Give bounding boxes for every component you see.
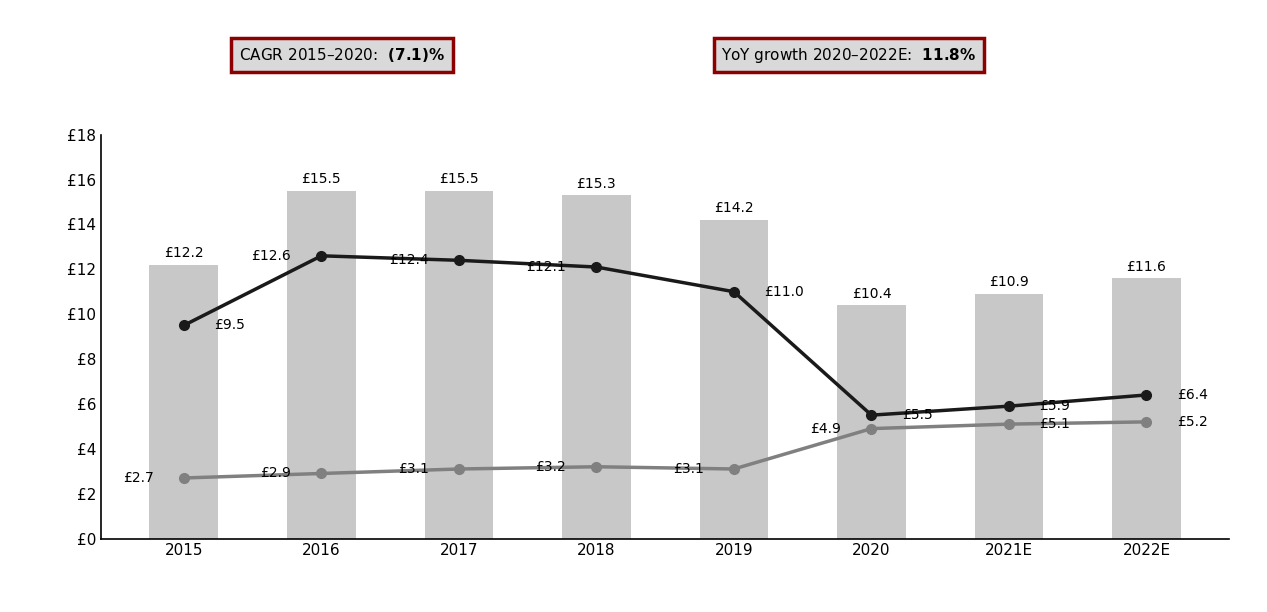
Text: £15.5: £15.5 xyxy=(440,172,479,186)
Text: £5.2: £5.2 xyxy=(1177,415,1207,429)
Text: £3.2: £3.2 xyxy=(536,460,566,474)
Text: £2.9: £2.9 xyxy=(260,466,291,480)
Text: £2.7: £2.7 xyxy=(123,471,153,485)
Bar xyxy=(837,305,906,539)
Text: £5.5: £5.5 xyxy=(902,408,933,422)
Text: £6.4: £6.4 xyxy=(1177,388,1207,402)
Text: £9.5: £9.5 xyxy=(214,318,245,332)
Text: CAGR 2015–2020:  $\mathbf{(7.1)\%}$: CAGR 2015–2020: $\mathbf{(7.1)\%}$ xyxy=(239,46,445,64)
Bar xyxy=(699,220,768,539)
Text: £15.5: £15.5 xyxy=(302,172,341,186)
Text: £12.4: £12.4 xyxy=(389,253,428,267)
Bar xyxy=(288,191,356,539)
Text: £10.4: £10.4 xyxy=(851,286,891,300)
Text: £12.2: £12.2 xyxy=(163,246,204,260)
Text: £11.6: £11.6 xyxy=(1126,259,1167,274)
Text: £15.3: £15.3 xyxy=(576,177,616,191)
Text: £11.0: £11.0 xyxy=(764,285,805,299)
Text: £3.1: £3.1 xyxy=(398,462,428,476)
Text: £10.9: £10.9 xyxy=(990,275,1029,289)
Text: £14.2: £14.2 xyxy=(715,201,754,215)
Bar xyxy=(974,294,1043,539)
Bar xyxy=(150,265,218,539)
Bar xyxy=(563,195,631,539)
Text: £12.6: £12.6 xyxy=(251,249,291,263)
Text: £5.9: £5.9 xyxy=(1039,399,1071,413)
Bar xyxy=(424,191,493,539)
Bar xyxy=(1112,278,1181,539)
Text: YoY growth 2020–2022E:  $\mathbf{11.8\%}$: YoY growth 2020–2022E: $\mathbf{11.8\%}$ xyxy=(721,45,977,65)
Text: £5.1: £5.1 xyxy=(1039,417,1071,431)
Text: £3.1: £3.1 xyxy=(673,462,703,476)
Text: £12.1: £12.1 xyxy=(526,260,566,274)
Text: £4.9: £4.9 xyxy=(811,422,841,436)
